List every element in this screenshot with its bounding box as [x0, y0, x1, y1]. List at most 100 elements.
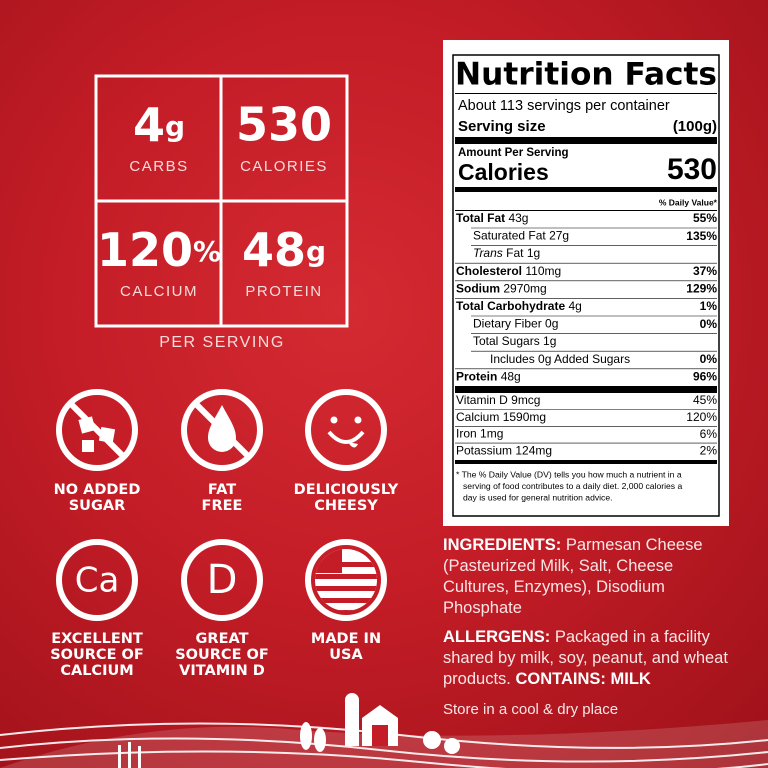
stat-label: PROTEIN — [245, 283, 322, 300]
nutrient-name: Fat — [506, 246, 524, 260]
nutrition-facts: Nutrition Facts About 113 servings per co… — [455, 57, 718, 502]
daily-value: 45% — [693, 393, 717, 407]
nutrient: Trans Fat 1g — [473, 246, 540, 260]
rule — [455, 386, 717, 393]
nutrient-amount: 1590mg — [503, 410, 546, 424]
daily-value: 135% — [686, 229, 717, 243]
daily-value: 1% — [700, 299, 718, 313]
nutrient-name: Protein — [456, 370, 497, 384]
nutrient: Saturated Fat 27g — [473, 229, 569, 243]
stat-value: 120% — [97, 223, 221, 277]
daily-value: 120% — [686, 410, 717, 424]
nutrient-name: Iron — [456, 427, 477, 441]
badge-label: SOURCE OF — [50, 647, 144, 663]
daily-value: 96% — [693, 370, 717, 384]
daily-value: 0% — [700, 352, 718, 366]
nutrition-panel — [443, 40, 729, 526]
nutrient-amount: 124mg — [515, 444, 552, 458]
nutrient-name: Total Sugars — [473, 334, 540, 348]
nutrient: Vitamin D 9mcg — [456, 393, 540, 407]
nutrient-name: Calcium — [456, 410, 499, 424]
storage: Store in a cool & dry place — [443, 701, 619, 718]
rule — [455, 93, 717, 94]
badge-label: MADE IN — [311, 631, 381, 647]
badge-label: USA — [329, 647, 363, 663]
daily-value: 37% — [693, 264, 717, 278]
nutrient-amount: 9mcg — [511, 393, 540, 407]
badge-label: SOURCE OF — [175, 647, 269, 663]
stat-label: CALORIES — [240, 158, 328, 175]
nutrient: Total Carbohydrate 4g — [456, 299, 582, 313]
nutrient-italic: Trans — [473, 246, 503, 260]
nutrient-amount: 1g — [527, 246, 540, 260]
nutrient-amount: 0g — [545, 317, 558, 331]
ingredients-text: Parmesan Cheese (Pasteurized Milk, Salt,… — [443, 536, 703, 617]
nutrient-name: Sodium — [456, 282, 500, 296]
nutrient-amount: 1mg — [480, 427, 503, 441]
allergens: ALLERGENS: Packaged in a facility shared… — [443, 627, 743, 690]
nutrient-name: Includes 0g Added Sugars — [490, 352, 630, 366]
ingredients-label: INGREDIENTS: — [443, 536, 562, 554]
nutrient-amount: 4g — [568, 299, 581, 313]
stat-value: 530 — [236, 98, 332, 152]
badge-label: FREE — [202, 498, 243, 514]
ingredients: INGREDIENTS: Parmesan Cheese (Pasteurize… — [443, 535, 743, 619]
footnote: serving of food contributes to a daily d… — [463, 481, 682, 491]
dv-header: % Daily Value* — [659, 197, 718, 207]
stat-value: 4g — [133, 98, 185, 152]
nutrient-name: Saturated Fat — [473, 229, 546, 243]
nutrient: Iron 1mg — [456, 427, 503, 441]
nutrient-name: Cholesterol — [456, 264, 522, 278]
nutrient-name: Dietary Fiber — [473, 317, 542, 331]
allergens-label: ALLERGENS: — [443, 628, 551, 646]
panel-border — [452, 54, 720, 517]
nutrient: Total Sugars 1g — [473, 334, 556, 348]
nutrient-amount: 110mg — [525, 264, 561, 278]
nutrient: Total Fat 43g — [456, 211, 528, 225]
icons — [56, 389, 387, 621]
badge-label: CALCIUM — [60, 663, 133, 679]
serving-size: (100g) — [673, 118, 717, 135]
footnote: * The % Daily Value (DV) tells you how m… — [456, 469, 682, 479]
rule — [455, 137, 717, 144]
daily-value: 129% — [686, 282, 717, 296]
icon-details — [78, 405, 377, 611]
nutrient: Calcium 1590mg — [456, 410, 546, 424]
badge-label: GREAT — [196, 631, 249, 647]
badge-label: FAT — [208, 482, 236, 498]
stat-value: 48g — [242, 223, 326, 277]
daily-value: 55% — [693, 211, 717, 225]
badge-label: SUGAR — [69, 498, 126, 514]
badge-label: DELICIOUSLY — [294, 482, 399, 498]
nutrient-amount: 48g — [501, 370, 521, 384]
badge-label: CHEESY — [314, 498, 378, 514]
daily-value: 0% — [700, 317, 718, 331]
nf-title: Nutrition Facts — [455, 57, 717, 93]
nutrient: Dietary Fiber 0g — [473, 317, 558, 331]
nutrient: Protein 48g — [456, 370, 521, 384]
amount-per-serving: Amount Per Serving — [458, 147, 569, 159]
rule — [455, 210, 717, 211]
servings: About 113 servings per container — [458, 98, 670, 114]
stats-grid — [94, 74, 349, 328]
serving-size-label: Serving size — [458, 118, 546, 135]
calories: 530 — [667, 153, 717, 186]
icon-text: D — [207, 557, 238, 603]
nutrient-name: Total Fat — [456, 211, 505, 225]
contains: MILK — [610, 670, 651, 688]
footnote: day is used for general nutrition advice… — [463, 492, 613, 502]
allergens-text: Packaged in a facility shared by milk, s… — [443, 628, 728, 688]
nutrient-name: Vitamin D — [456, 393, 508, 407]
nutrient-amount: 2970mg — [503, 282, 546, 296]
nutrient-name: Total Carbohydrate — [456, 299, 565, 313]
badge-label: NO ADDED — [54, 482, 141, 498]
badge-label: VITAMIN D — [179, 663, 265, 679]
per-serving: PER SERVING — [159, 334, 285, 351]
nutrient-amount: 1g — [543, 334, 556, 348]
nutrient-amount: 43g — [508, 211, 528, 225]
stat-label: CARBS — [129, 158, 188, 175]
nutrient: Sodium 2970mg — [456, 282, 547, 296]
